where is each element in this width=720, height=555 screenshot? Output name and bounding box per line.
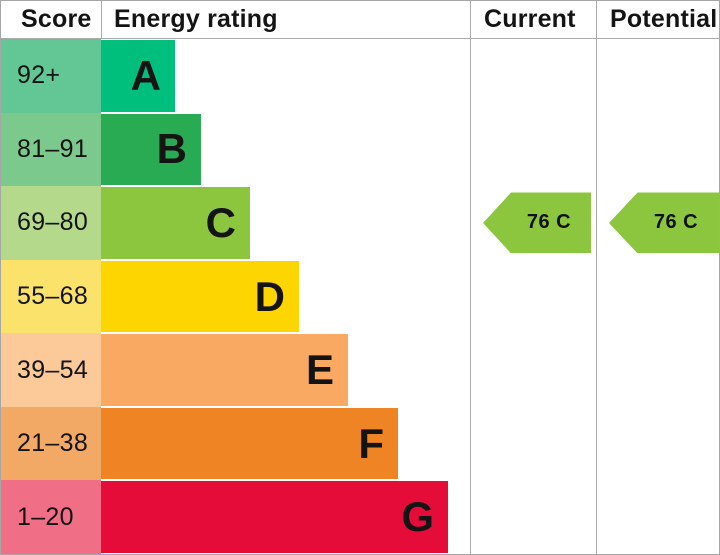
potential-cell (596, 39, 719, 113)
rating-bar: A (101, 40, 175, 112)
score-range-cell: 69–80 (1, 186, 101, 260)
rating-cell: B (101, 112, 470, 187)
header-potential: Potential (596, 1, 719, 38)
current-cell (470, 259, 596, 334)
rating-cell: C (101, 186, 470, 260)
rating-bar: D (101, 260, 299, 333)
current-cell (470, 406, 596, 481)
rating-bar: B (101, 113, 201, 186)
score-range-cell: 55–68 (1, 259, 101, 334)
rating-cell: E (101, 333, 470, 407)
potential-cell (596, 259, 719, 334)
score-range-cell: 81–91 (1, 112, 101, 187)
band-row: 39–54 E (1, 333, 719, 407)
rating-bar: C (101, 187, 250, 259)
current-cell: 76 C (470, 186, 596, 260)
band-row: 55–68 D (1, 259, 719, 334)
rating-bar: G (101, 481, 448, 554)
score-range-cell: 92+ (1, 39, 101, 113)
potential-cell (596, 480, 719, 554)
band-row: 1–20 G (1, 480, 719, 554)
band-row: 21–38 F (1, 406, 719, 481)
band-rows: 92+ A 81–91 B 69–80 C 76 C 76 C 55–68 D … (1, 39, 719, 554)
rating-cell: F (101, 406, 470, 481)
rating-bar: E (101, 334, 348, 406)
score-range-cell: 21–38 (1, 406, 101, 481)
current-cell (470, 480, 596, 554)
potential-rating-arrow: 76 C (609, 192, 719, 254)
current-cell (470, 333, 596, 407)
header-score: Score (21, 5, 92, 33)
current-cell (470, 39, 596, 113)
header-energy-rating: Energy rating (101, 1, 470, 38)
rating-cell: G (101, 480, 470, 554)
header-row: Score Energy rating Current Potential (1, 1, 719, 39)
current-rating-arrow: 76 C (483, 192, 591, 254)
rating-cell: A (101, 39, 470, 113)
score-range-cell: 1–20 (1, 480, 101, 554)
score-range-cell: 39–54 (1, 333, 101, 407)
band-row: 81–91 B (1, 112, 719, 187)
current-cell (470, 112, 596, 187)
band-row: 69–80 C 76 C 76 C (1, 186, 719, 260)
band-row: 92+ A (1, 39, 719, 113)
potential-cell (596, 333, 719, 407)
potential-cell (596, 406, 719, 481)
header-current: Current (470, 1, 596, 38)
rating-cell: D (101, 259, 470, 334)
potential-cell: 76 C (596, 186, 719, 260)
potential-cell (596, 112, 719, 187)
rating-bar: F (101, 407, 398, 480)
